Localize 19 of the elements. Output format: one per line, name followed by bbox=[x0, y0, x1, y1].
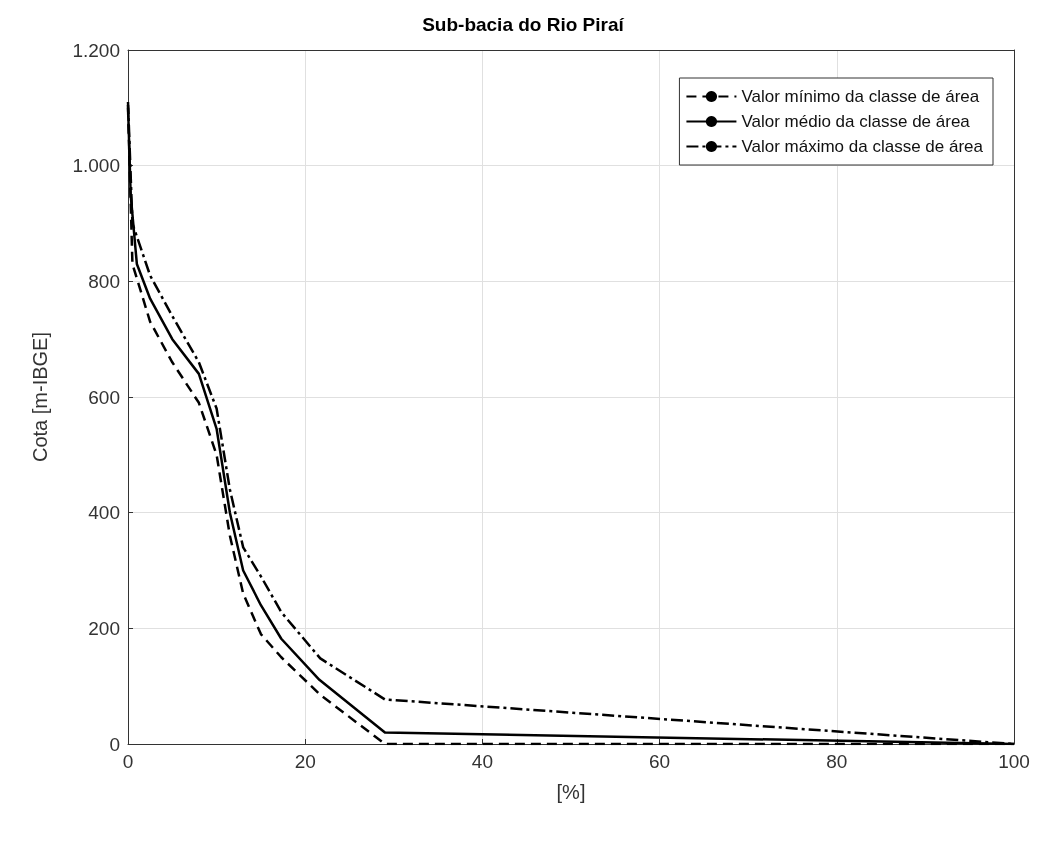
x-tick-label: 100 bbox=[998, 751, 1030, 772]
legend-label: Valor máximo da classe de área bbox=[741, 137, 984, 156]
y-tick-label: 1.000 bbox=[72, 155, 120, 177]
x-tick-label: 40 bbox=[471, 751, 493, 772]
y-tick-label: 200 bbox=[88, 617, 120, 639]
y-axis-title: Cota [m-IBGE] bbox=[29, 331, 51, 463]
x-tick-label: 0 bbox=[122, 751, 134, 772]
legend-label: Valor médio da classe de área bbox=[741, 112, 971, 131]
y-tick-label: 400 bbox=[88, 502, 120, 524]
x-axis-title: [%] bbox=[556, 781, 586, 803]
y-tick-label: 600 bbox=[88, 386, 120, 408]
chart-title: Sub-bacia do Rio Piraí bbox=[422, 14, 625, 35]
x-tick-label: 60 bbox=[649, 751, 671, 772]
y-tick-label: 800 bbox=[88, 270, 120, 292]
x-tick-label: 20 bbox=[294, 751, 316, 772]
x-tick-label: 80 bbox=[826, 751, 848, 772]
legend-label: Valor mínimo da classe de área bbox=[741, 87, 980, 106]
y-tick-label: 0 bbox=[109, 733, 120, 755]
y-tick-label: 1.200 bbox=[72, 39, 120, 61]
